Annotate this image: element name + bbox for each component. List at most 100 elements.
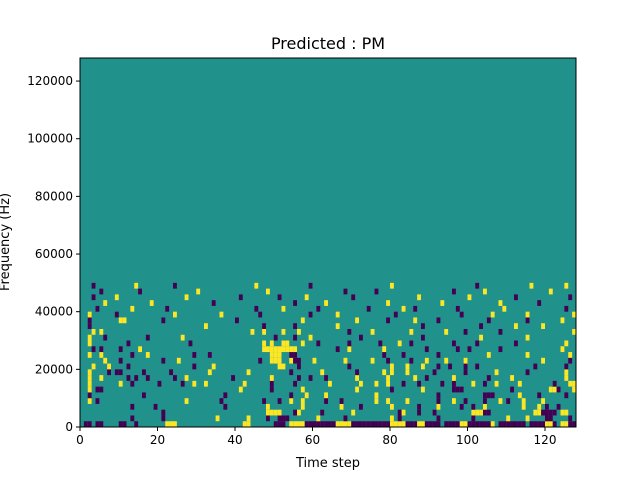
heatmap-cell xyxy=(525,334,530,341)
heatmap-cell xyxy=(475,421,480,427)
heatmap-cell xyxy=(293,352,297,358)
heatmap-cell xyxy=(262,346,266,353)
heatmap-cell xyxy=(568,357,573,364)
heatmap-cell xyxy=(196,288,201,295)
heatmap-cell xyxy=(494,369,499,376)
heatmap-cell xyxy=(374,421,379,427)
heatmap-cell xyxy=(219,311,224,318)
heatmap-cell xyxy=(444,357,449,364)
heatmap-cell xyxy=(541,421,545,427)
heatmap-cell xyxy=(529,282,534,289)
heatmap-cell xyxy=(95,386,100,393)
heatmap-cell xyxy=(401,305,406,312)
heatmap-cell xyxy=(452,340,456,347)
heatmap-cell xyxy=(545,403,549,410)
heatmap-cell xyxy=(452,288,456,295)
heatmap-cell xyxy=(157,380,162,387)
heatmap-cell xyxy=(378,340,383,347)
heatmap-cell xyxy=(390,369,394,376)
heatmap-cell xyxy=(87,421,92,427)
heatmap-cell xyxy=(436,392,441,399)
x-tick-label: 40 xyxy=(227,433,242,447)
heatmap-cell xyxy=(324,421,328,427)
heatmap-cell xyxy=(269,340,274,347)
heatmap-cell xyxy=(486,409,491,416)
heatmap-cell xyxy=(328,380,332,387)
heatmap-cell xyxy=(498,300,503,306)
heatmap-cell xyxy=(386,357,390,364)
heatmap-cell xyxy=(525,311,530,318)
heatmap-cell xyxy=(405,363,410,370)
heatmap-cell xyxy=(266,346,270,353)
heatmap-cell xyxy=(440,300,445,306)
heatmap-cell xyxy=(525,415,530,422)
heatmap-cell xyxy=(293,300,297,306)
heatmap-cell xyxy=(541,357,545,364)
heatmap-cell xyxy=(355,421,359,427)
heatmap-cell xyxy=(541,398,545,404)
heatmap-cell xyxy=(316,415,321,422)
heatmap-cell xyxy=(289,369,294,376)
heatmap-cell xyxy=(393,311,398,318)
heatmap-cell xyxy=(262,398,266,404)
heatmap-cell xyxy=(545,409,549,416)
heatmap-cell xyxy=(300,340,305,347)
heatmap-cell xyxy=(122,317,127,324)
x-axis-label: Time step xyxy=(295,456,360,471)
heatmap-cell xyxy=(351,421,356,427)
heatmap-cell xyxy=(347,340,352,347)
heatmap-cell xyxy=(91,294,96,301)
heatmap-cell xyxy=(459,311,464,318)
heatmap-cell xyxy=(568,380,573,387)
y-tick-label: 60000 xyxy=(35,247,73,261)
heatmap-cell xyxy=(502,305,507,312)
heatmap-cell xyxy=(99,288,104,295)
heatmap-cell xyxy=(87,323,92,329)
heatmap-cell xyxy=(316,421,321,427)
heatmap-cell xyxy=(215,415,220,422)
heatmap-cell xyxy=(192,352,197,358)
heatmap-cell xyxy=(320,409,325,416)
heatmap-cell xyxy=(514,340,518,347)
heatmap-cell xyxy=(320,369,325,376)
heatmap-cell xyxy=(459,403,464,410)
heatmap-cell xyxy=(281,415,286,422)
heatmap-cell xyxy=(87,380,92,387)
heatmap-cell xyxy=(397,421,402,427)
heatmap-cell xyxy=(355,386,359,393)
heatmap-cell xyxy=(238,294,243,301)
heatmap-cell xyxy=(269,346,274,353)
heatmap-cell xyxy=(525,352,530,358)
heatmap-cell xyxy=(463,363,468,370)
heatmap-cell xyxy=(169,369,173,376)
heatmap-cell xyxy=(99,346,104,353)
heatmap-cell xyxy=(463,421,468,427)
heatmap-cell xyxy=(455,421,460,427)
heatmap-cell xyxy=(467,294,472,301)
heatmap-cell xyxy=(285,340,290,347)
heatmap-cell xyxy=(564,363,569,370)
heatmap-cell xyxy=(289,398,294,404)
heatmap-cell xyxy=(87,311,92,318)
heatmap-cell xyxy=(173,282,177,289)
heatmap-cell xyxy=(324,398,328,404)
heatmap-cell xyxy=(269,386,274,393)
heatmap-cell xyxy=(308,375,313,381)
heatmap-cell xyxy=(486,375,491,381)
heatmap-cell xyxy=(343,288,348,295)
heatmap-cell xyxy=(556,403,561,410)
x-tick-label: 60 xyxy=(305,433,320,447)
heatmap-cell xyxy=(390,282,394,289)
heatmap-cell xyxy=(490,392,495,399)
heatmap-cell xyxy=(413,375,418,381)
heatmap-cell xyxy=(548,409,553,416)
y-axis-ticks: 0 20000 40000 60000 80000 100000 120000 xyxy=(27,74,80,434)
heatmap-cell xyxy=(324,375,328,381)
heatmap-cell xyxy=(486,317,491,324)
heatmap-cell xyxy=(537,392,542,399)
y-axis-label: Frequency (Hz) xyxy=(0,193,13,291)
heatmap-cell xyxy=(277,352,282,358)
heatmap-cell xyxy=(269,375,274,381)
y-tick-label: 120000 xyxy=(27,74,73,88)
heatmap-cell xyxy=(173,311,177,318)
